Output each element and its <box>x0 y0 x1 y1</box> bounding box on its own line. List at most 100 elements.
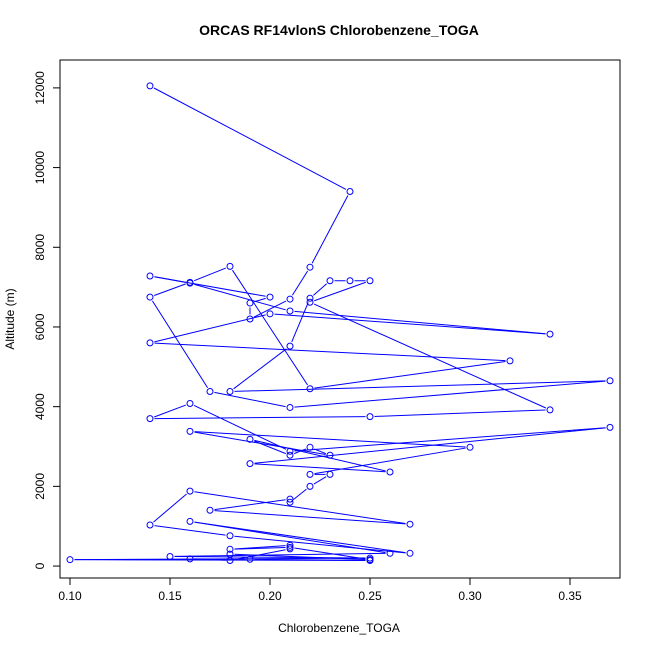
data-point <box>286 451 294 459</box>
series-segment <box>254 558 366 561</box>
series-segment <box>234 546 286 550</box>
y-tick-label: 0 <box>33 562 47 569</box>
x-tick-label: 0.35 <box>558 589 582 603</box>
y-axis-label: Altitude (m) <box>3 288 17 349</box>
data-point <box>326 451 334 459</box>
series-segment <box>194 521 406 554</box>
x-tick-label: 0.30 <box>458 589 482 603</box>
data-point <box>146 272 154 280</box>
series-segment <box>294 380 606 408</box>
series-segment <box>274 313 546 335</box>
data-point <box>546 406 554 414</box>
data-point <box>186 399 194 407</box>
data-point <box>366 556 374 564</box>
x-tick-label: 0.15 <box>158 589 182 603</box>
data-point <box>286 541 294 549</box>
data-point <box>186 555 194 563</box>
data-point <box>146 415 154 423</box>
data-point <box>306 294 314 302</box>
series-segment <box>294 310 546 335</box>
y-tick-label: 10000 <box>33 151 47 185</box>
series-segment <box>254 439 386 472</box>
series-segment <box>234 553 366 560</box>
y-axis: 0 2000 4000 6000 8000 10000 12000 <box>33 71 61 569</box>
series-segment <box>214 391 286 408</box>
series-segment <box>214 499 286 511</box>
data-point <box>306 470 314 478</box>
series-segment <box>193 404 287 450</box>
y-tick-label: 4000 <box>33 393 47 420</box>
data-point <box>466 443 474 451</box>
series-segment <box>154 525 226 536</box>
data-point <box>266 293 274 301</box>
data-point <box>66 556 74 564</box>
data-point <box>286 543 294 551</box>
series-segment <box>313 283 327 296</box>
series-segment <box>154 276 186 283</box>
series-segment <box>313 476 327 485</box>
data-point <box>226 388 234 396</box>
data-point <box>246 315 254 323</box>
data-point <box>286 342 294 350</box>
data-point <box>386 468 394 476</box>
series-segment <box>194 431 326 456</box>
data-point <box>186 427 194 435</box>
series-segment <box>313 448 327 455</box>
series-segment <box>234 380 606 392</box>
series-segment <box>291 270 309 296</box>
data-point <box>186 517 194 525</box>
chart-title: ORCAS RF14vlonS Chlorobenzene_TOGA <box>199 22 479 38</box>
data-point <box>286 403 294 411</box>
series-segment <box>314 360 506 389</box>
x-axis-label: Chlorobenzene_TOGA <box>278 621 400 635</box>
data-point <box>286 307 294 315</box>
data-point <box>306 298 314 306</box>
series-segment <box>233 348 287 390</box>
data-point <box>366 277 374 285</box>
series-layer <box>66 82 614 564</box>
series-segment <box>291 302 309 343</box>
series-segment <box>253 300 287 318</box>
series-segment <box>194 431 466 448</box>
data-point <box>606 423 614 431</box>
data-point <box>386 549 394 557</box>
data-point <box>146 82 154 90</box>
data-point <box>246 299 254 307</box>
series-segment <box>154 404 186 418</box>
series-segment <box>154 314 266 343</box>
data-point <box>226 262 234 270</box>
series-segment <box>314 281 366 302</box>
y-tick-label: 2000 <box>33 473 47 500</box>
data-point <box>306 385 314 393</box>
series-segment <box>154 416 366 420</box>
series-segment <box>293 448 307 455</box>
series-segment <box>294 547 366 560</box>
data-point <box>286 498 294 506</box>
series-segment <box>293 488 307 500</box>
data-point <box>246 555 254 563</box>
series-segment <box>234 535 406 554</box>
series-segment <box>193 267 227 282</box>
series-segment <box>294 427 606 452</box>
series-segment <box>194 491 406 525</box>
data-point <box>286 447 294 455</box>
series-segment <box>314 447 466 475</box>
series-segment <box>311 195 349 264</box>
data-point <box>326 277 334 285</box>
series-segment <box>154 283 186 296</box>
data-point <box>166 552 174 560</box>
series-segment <box>154 342 506 362</box>
x-tick-label: 0.20 <box>258 589 282 603</box>
y-tick-label: 12000 <box>33 71 47 105</box>
data-point <box>346 187 354 195</box>
series-segment <box>194 283 286 311</box>
data-point <box>306 482 314 490</box>
series-segment <box>194 558 226 561</box>
series-segment <box>194 521 386 554</box>
series-segment <box>232 269 308 386</box>
data-point <box>206 506 214 514</box>
data-point <box>226 545 234 553</box>
series-segment <box>153 87 347 190</box>
series-segment <box>174 552 386 557</box>
